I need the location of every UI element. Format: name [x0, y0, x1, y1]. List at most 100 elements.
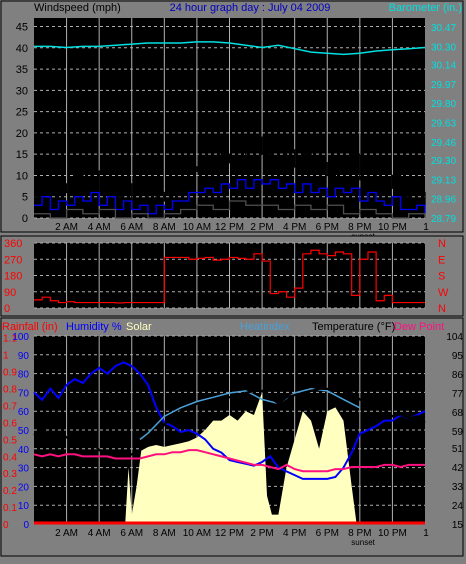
rainfall-y-tick-label: 0.3: [3, 469, 17, 480]
x-tick-label: 10 AM: [183, 222, 211, 233]
x-tick-label: 4 AM: [88, 528, 111, 539]
x-tick-label: 2 AM: [55, 528, 78, 539]
wind-y-tick-label: 10: [16, 170, 28, 182]
x-tick-label: 2 PM: [250, 222, 273, 233]
rainfall-y-tick-label: 0.8: [3, 385, 17, 396]
wind-y-tick-label: 15: [16, 149, 28, 161]
x-tick-label: 4 PM: [283, 222, 306, 233]
temperature-y-tick-label: 59: [452, 427, 464, 438]
rainfall-y-tick-label: 1.1: [3, 334, 17, 345]
x-tick-label: 2 AM: [55, 222, 78, 233]
x-tick-label: 6 AM: [120, 528, 143, 539]
x-tick-label: 8 AM: [153, 222, 176, 233]
humidity-y-tick-label: 100: [12, 332, 29, 343]
rainfall-y-tick-label: 0.1: [3, 503, 17, 514]
x-tick-label: 10 PM: [378, 222, 407, 233]
temperature-y-tick-label: 51: [452, 444, 464, 455]
barometer-y-tick-label: 29.97: [431, 80, 456, 91]
barometer-y-tick-label: 29.30: [431, 156, 456, 167]
barometer-y-tick-label: 29.13: [431, 175, 456, 186]
barometer-y-tick-label: 28.79: [431, 214, 456, 225]
wind-y-tick-label: 25: [16, 107, 28, 119]
x-tick-label: 8 PM: [348, 528, 371, 539]
x-tick-label: 2 PM: [250, 528, 273, 539]
rainfall-y-tick-label: 1: [3, 351, 9, 362]
direction-y-tick-label: 0: [4, 303, 10, 315]
humidity-y-tick-label: 60: [18, 407, 30, 418]
humidity-y-tick-label: 70: [18, 388, 30, 399]
temperature-y-tick-label: 95: [452, 351, 464, 362]
barometer-y-tick-label: 30.30: [431, 42, 456, 53]
direction-y-tick-label: 180: [4, 271, 22, 283]
x-tick-label: 4 PM: [283, 528, 306, 539]
dewpoint-line: [33, 449, 425, 473]
compass-tick-label: W: [438, 287, 449, 299]
x-tick-label: 8 AM: [153, 528, 176, 539]
x-tick-label: 10 AM: [183, 528, 211, 539]
compass-tick-label: N: [438, 303, 446, 315]
compass-tick-label: E: [438, 254, 445, 266]
rainfall-axis-title: Rainfall (in): [2, 321, 58, 333]
humidity-line: [33, 361, 426, 480]
compass-tick-label: N: [438, 238, 446, 250]
graph-title: 24 hour graph day : July 04 2009: [170, 2, 331, 14]
temperature-y-tick-label: 86: [452, 370, 464, 381]
humidity-y-tick-label: 20: [18, 482, 30, 493]
x-tick-label: 10 PM: [378, 528, 407, 539]
barometer-y-tick-label: 29.46: [431, 138, 456, 149]
compass-tick-label: S: [438, 271, 445, 283]
x-tick-label: 4 AM: [88, 222, 111, 233]
temperature-line: [33, 387, 426, 460]
direction-y-tick-label: 360: [4, 238, 22, 250]
rainfall-y-tick-label: 0: [3, 520, 9, 531]
direction-y-tick-label: 270: [4, 254, 22, 266]
solar-legend-label: Solar: [126, 321, 152, 333]
barometer-y-tick-label: 29.80: [431, 99, 456, 110]
humidity-y-tick-label: 90: [18, 351, 30, 362]
direction-y-tick-label: 90: [4, 287, 16, 299]
wind-y-tick-label: 35: [16, 64, 28, 76]
wind-y-tick-label: 5: [22, 192, 28, 204]
barometer-y-tick-label: 30.47: [431, 23, 456, 34]
rainfall-y-tick-label: 0.2: [3, 486, 17, 497]
barometer-line: [34, 41, 426, 56]
wind-y-tick-label: 20: [16, 128, 28, 140]
temperature-y-tick-label: 68: [452, 408, 464, 419]
heatindex-line: [139, 388, 361, 441]
x-tick-label: 6 AM: [120, 222, 143, 233]
humidity-axis-title: Humidity %: [66, 321, 122, 333]
wind-y-tick-label: 0: [22, 213, 28, 225]
temperature-y-tick-label: 33: [452, 482, 464, 493]
wind-axis-title: Windspeed (mph): [34, 2, 121, 14]
barometer-y-tick-label: 28.96: [431, 195, 456, 206]
x-tick-label: 6 PM: [316, 528, 339, 539]
temperature-axis-title: Temperature (°F): [312, 321, 395, 333]
x-tick-label: 8 PM: [348, 222, 371, 233]
rainfall-y-tick-label: 0.9: [3, 368, 17, 379]
x-tick-label: 12 PM: [215, 528, 244, 539]
x-tick-label: 6 PM: [316, 222, 339, 233]
temperature-y-tick-label: 42: [452, 463, 464, 474]
x-tick-label: 1: [423, 222, 429, 233]
temperature-y-tick-label: 77: [452, 389, 464, 400]
x-tick-label: 12 PM: [215, 222, 244, 233]
barometer-y-tick-label: 29.63: [431, 119, 456, 130]
x-tick-label: 1: [423, 528, 429, 539]
wind-y-tick-label: 30: [16, 85, 28, 97]
wind-y-tick-label: 40: [16, 43, 28, 55]
wind-average-line: [34, 179, 426, 215]
humidity-y-tick-label: 0: [23, 520, 29, 531]
humidity-y-tick-label: 50: [18, 426, 30, 437]
heatindex-legend-label: Heatindex: [240, 321, 290, 333]
dewpoint-legend-label: Dew Point: [394, 321, 444, 333]
humidity-y-tick-label: 30: [18, 464, 30, 475]
wind-low-line: [34, 200, 426, 219]
humidity-y-tick-label: 40: [18, 445, 30, 456]
humidity-y-tick-label: 80: [18, 370, 30, 381]
rainfall-y-tick-label: 0.7: [3, 401, 17, 412]
temperature-y-tick-label: 24: [452, 501, 464, 512]
wind-y-tick-label: 45: [16, 22, 28, 34]
temperature-y-tick-label: 15: [452, 520, 464, 531]
